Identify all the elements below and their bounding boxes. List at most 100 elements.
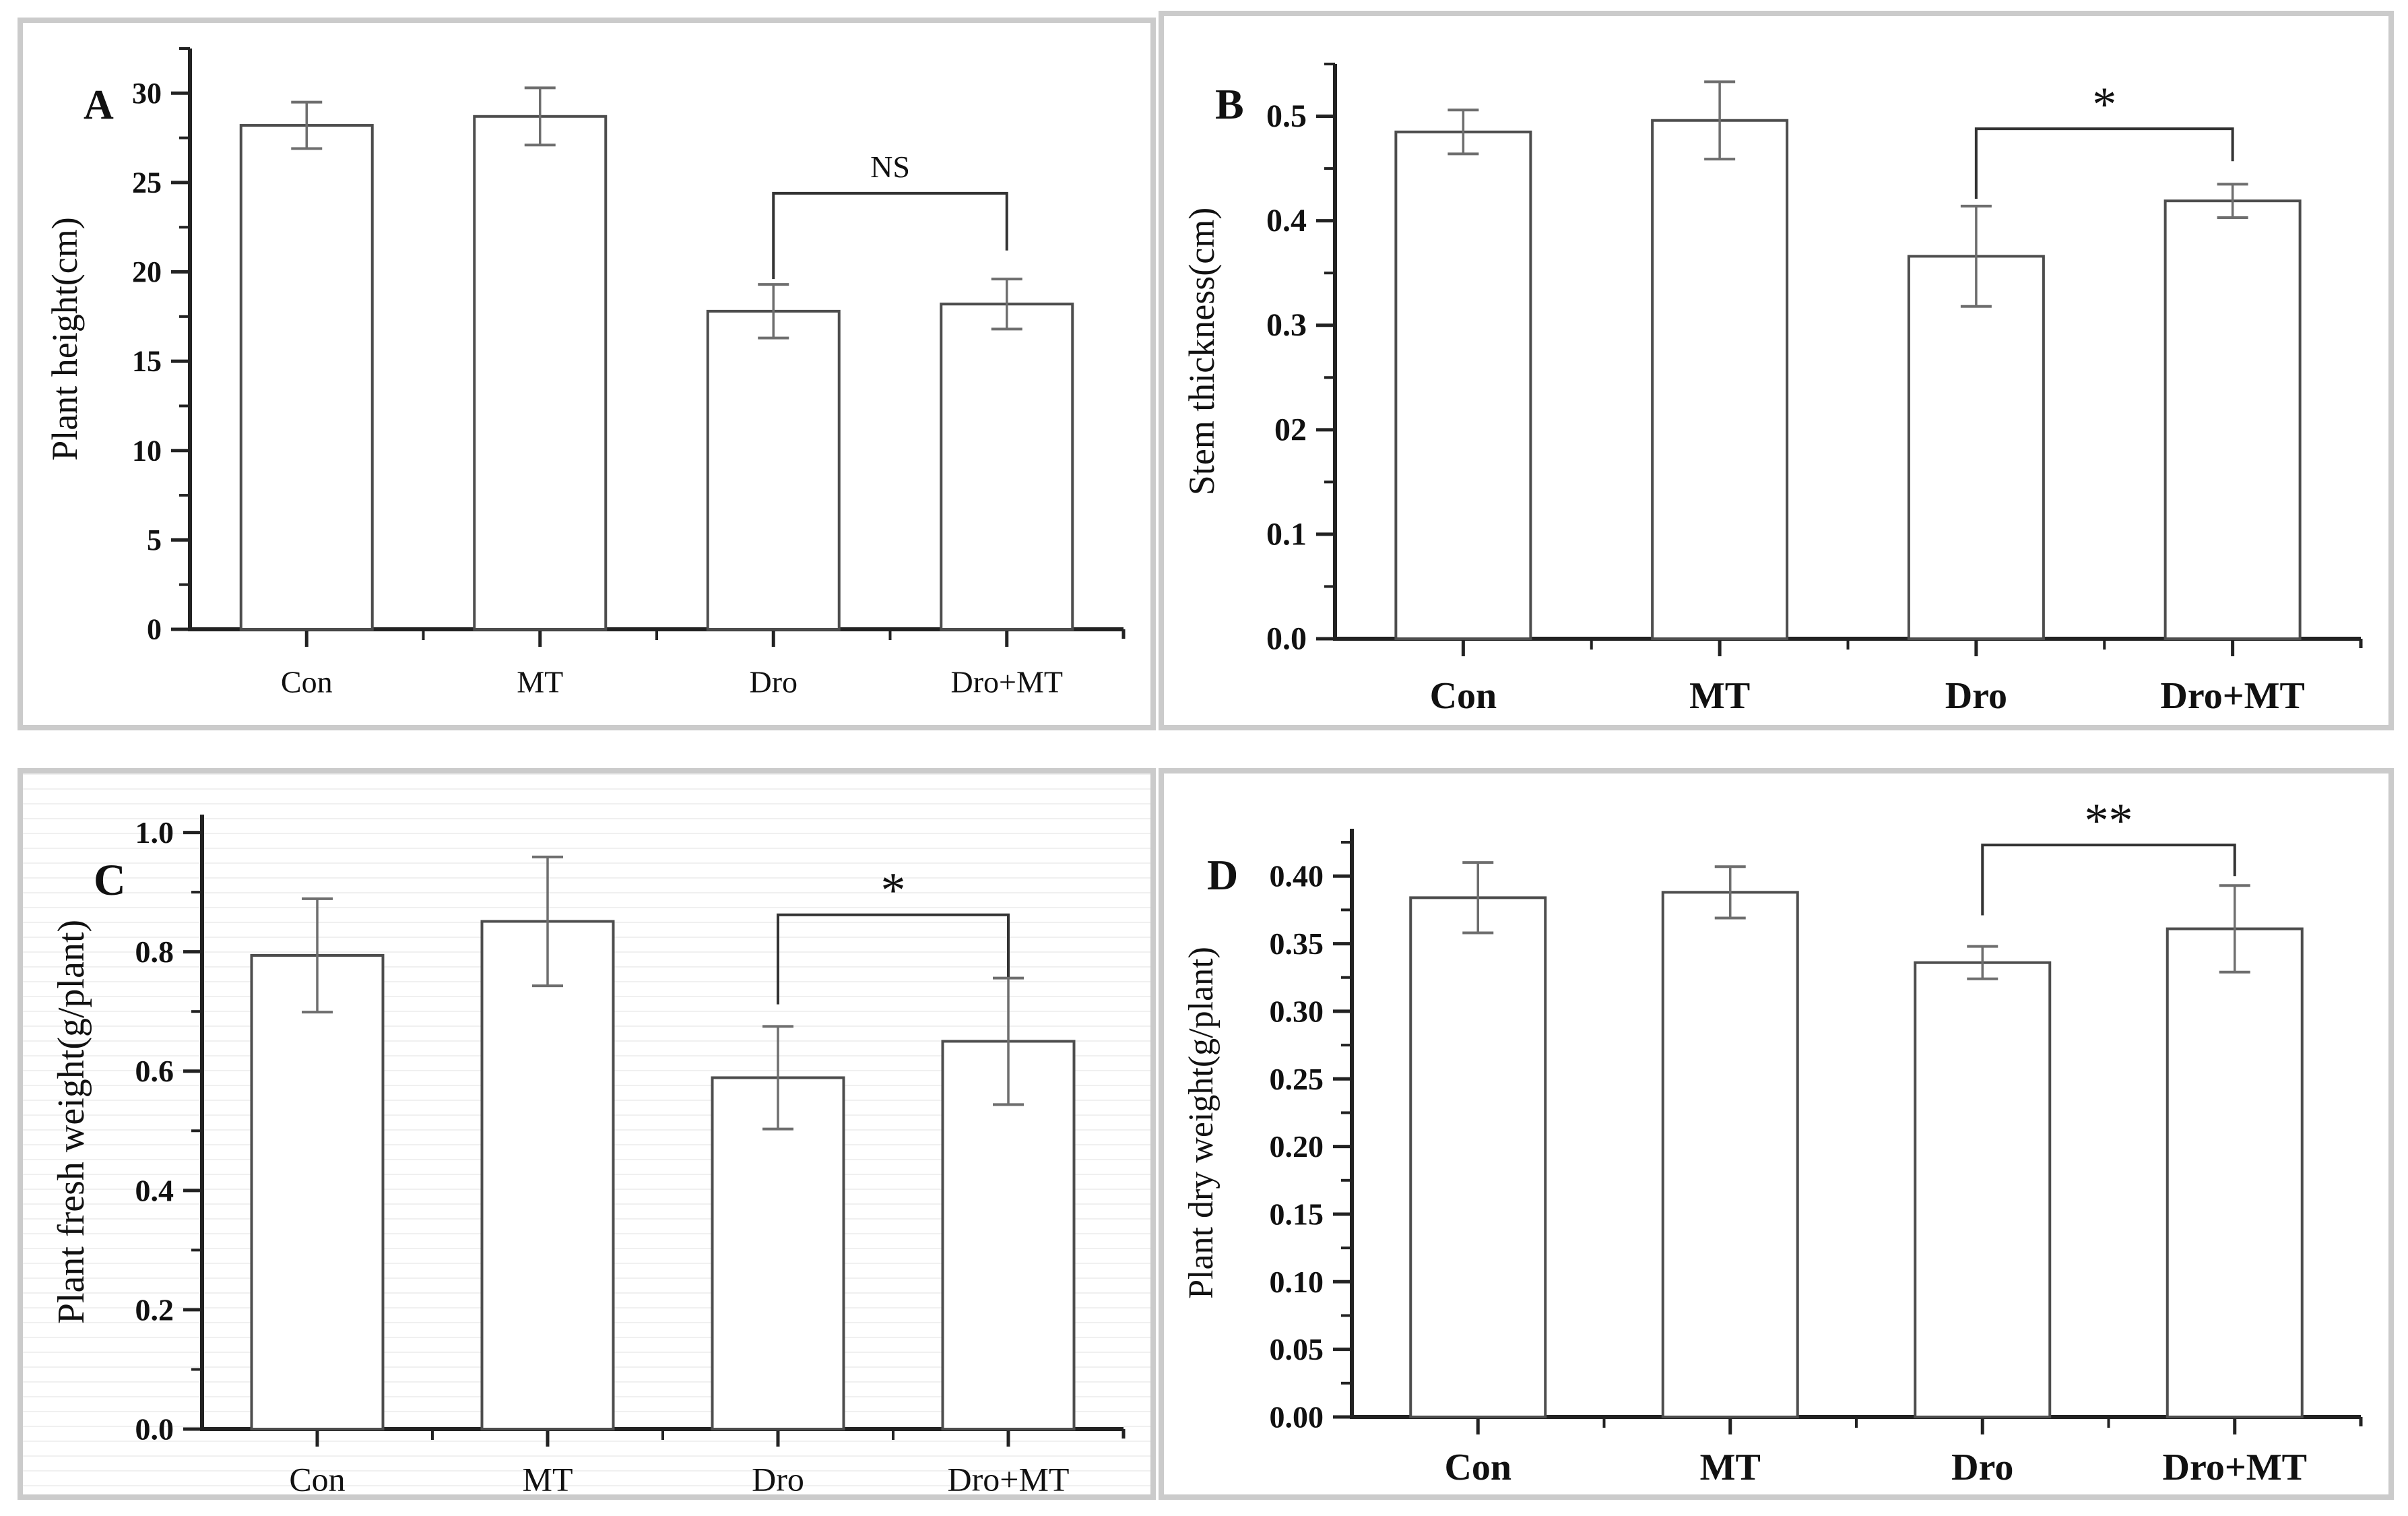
category-label-mt: MT xyxy=(523,1461,573,1495)
category-label-con: Con xyxy=(289,1461,345,1495)
y-tick-label: 0.3 xyxy=(1266,307,1307,343)
y-tick-label: 0 xyxy=(147,613,162,646)
category-label-con: Con xyxy=(1444,1447,1511,1488)
significance-bracket xyxy=(1981,844,2236,916)
bar-mt xyxy=(480,920,615,1430)
error-bar-mt xyxy=(1714,865,1746,920)
error-bar-dro-mt xyxy=(991,278,1022,331)
bar-dro-mt xyxy=(2166,927,2304,1419)
y-tick-label: 5 xyxy=(147,524,162,557)
panel-letter: D xyxy=(1207,851,1238,899)
bar-dro-mt xyxy=(2163,199,2302,641)
y-tick-label: 0.05 xyxy=(1270,1332,1324,1366)
bar-mt xyxy=(1651,119,1789,640)
category-label-mt: MT xyxy=(1700,1447,1761,1488)
error-bar-dro-mt xyxy=(2217,183,2248,219)
panel-a-plant-height: 0 5 10 15 20 25 30 Con MT Dro Dro+MT Plant height(c… xyxy=(18,18,1156,730)
y-tick-label: 0.15 xyxy=(1270,1197,1324,1231)
panel-letter: C xyxy=(94,856,126,905)
y-tick-label: 0.10 xyxy=(1270,1265,1324,1299)
y-tick-label: 0.8 xyxy=(135,935,174,969)
error-bar-con xyxy=(1447,108,1479,156)
y-tick-label: 0.0 xyxy=(135,1412,174,1447)
significance-label: * xyxy=(881,863,906,918)
category-label-con: Con xyxy=(281,664,333,699)
y-tick-label: 30 xyxy=(132,77,162,110)
category-label-dro-mt: Dro+MT xyxy=(951,664,1063,699)
category-label-mt: MT xyxy=(517,664,563,699)
bar-con xyxy=(1394,130,1532,641)
y-axis-label: Plant fresh weight(g/plant) xyxy=(51,920,92,1324)
error-bar-dro xyxy=(762,1025,793,1131)
significance-bracket xyxy=(777,913,1010,1005)
bar-dro xyxy=(711,1076,845,1430)
y-tick-label: 0.4 xyxy=(135,1173,174,1207)
significance-bracket xyxy=(1974,127,2234,199)
bar-con xyxy=(1409,896,1547,1418)
y-tick-label: 15 xyxy=(132,345,162,378)
category-label-dro-mt: Dro+MT xyxy=(2163,1447,2307,1488)
chart-c: 0.0 0.2 0.4 0.6 0.8 1.0 Con MT Dro Dro+MT Plant fr… xyxy=(51,815,1126,1495)
error-bar-mt xyxy=(524,86,556,147)
y-tick-label: 0.4 xyxy=(1266,203,1307,239)
y-tick-label: 0.5 xyxy=(1266,98,1307,134)
y-tick-label: 0.0 xyxy=(1266,621,1307,657)
category-label-dro: Dro xyxy=(752,1461,804,1495)
error-bar-mt xyxy=(532,855,563,988)
category-label-dro-mt: Dro+MT xyxy=(2160,675,2304,717)
y-tick-label: 20 xyxy=(132,255,162,288)
error-bar-dro-mt xyxy=(993,976,1024,1106)
y-tick-label: 25 xyxy=(132,166,162,199)
y-axis-label: Plant dry weight(g/plant) xyxy=(1182,947,1221,1299)
bar-dro-mt xyxy=(941,1040,1076,1431)
y-axis-label: Stem thickness(cm) xyxy=(1181,208,1222,495)
panel-c-plant-fresh-weight: 0.0 0.2 0.4 0.6 0.8 1.0 Con MT Dro Dro+MT Plant fr… xyxy=(18,768,1156,1500)
y-tick-label: 0.25 xyxy=(1270,1062,1324,1096)
y-tick-label: 0.2 xyxy=(135,1292,174,1327)
bar-con xyxy=(239,124,374,631)
panel-b-stem-thickness: 0.0 0.1 02 0.3 0.4 0.5 Con MT Dro Dro+MT Stem thic… xyxy=(1159,11,2394,730)
chart-d: 0.00 0.05 0.10 0.15 0.20 0.25 0.30 0.35 0.40 Con M… xyxy=(1182,794,2363,1488)
category-label-dro: Dro xyxy=(1945,675,2007,717)
error-bar-dro xyxy=(1960,204,1992,308)
bar-dro xyxy=(1907,255,2045,641)
significance-label: ** xyxy=(2085,794,2133,848)
bar-dro xyxy=(706,309,841,631)
bar-mt xyxy=(1661,891,1799,1418)
category-label-dro-mt: Dro+MT xyxy=(948,1461,1070,1495)
category-label-dro: Dro xyxy=(749,664,798,699)
significance-label: NS xyxy=(870,150,910,184)
chart-b: 0.0 0.1 02 0.3 0.4 0.5 Con MT Dro Dro+MT Stem thic… xyxy=(1181,63,2363,717)
panel-d-plant-dry-weight: 0.00 0.05 0.10 0.15 0.20 0.25 0.30 0.35 0.40 Con M… xyxy=(1159,768,2394,1500)
error-bar-con xyxy=(1462,861,1494,935)
significance-bracket xyxy=(772,191,1008,280)
error-bar-dro-mt xyxy=(2219,884,2250,974)
y-tick-label: 0.6 xyxy=(135,1054,174,1088)
y-tick-label: 0.35 xyxy=(1270,926,1324,961)
panel-letter: B xyxy=(1215,80,1244,128)
significance-label: * xyxy=(2092,77,2116,131)
category-label-dro: Dro xyxy=(1951,1447,2013,1488)
y-tick-label: 0.1 xyxy=(1266,516,1307,552)
panel-letter: A xyxy=(84,82,114,128)
bar-mt xyxy=(473,115,608,631)
y-tick-label: 0.20 xyxy=(1270,1129,1324,1164)
y-tick-label: 1.0 xyxy=(135,815,174,850)
error-bar-dro xyxy=(758,283,789,340)
error-bar-dro xyxy=(1967,945,1998,980)
error-bar-mt xyxy=(1704,80,1736,161)
error-bar-con xyxy=(302,897,333,1014)
category-label-mt: MT xyxy=(1689,675,1750,717)
bar-dro xyxy=(1914,961,2052,1419)
y-tick-label: 02 xyxy=(1274,412,1307,447)
y-tick-label: 0.40 xyxy=(1270,859,1324,893)
y-tick-label: 0.30 xyxy=(1270,994,1324,1028)
category-label-con: Con xyxy=(1430,675,1497,717)
bar-dro-mt xyxy=(940,303,1074,631)
error-bar-con xyxy=(291,100,323,150)
y-axis-label: Plant height(cm) xyxy=(44,217,85,460)
bar-con xyxy=(250,953,385,1430)
y-tick-label: 10 xyxy=(132,434,162,467)
y-tick-label: 0.00 xyxy=(1270,1400,1324,1434)
chart-a: 0 5 10 15 20 25 30 Con MT Dro Dro+MT Plant height(c… xyxy=(44,47,1126,699)
